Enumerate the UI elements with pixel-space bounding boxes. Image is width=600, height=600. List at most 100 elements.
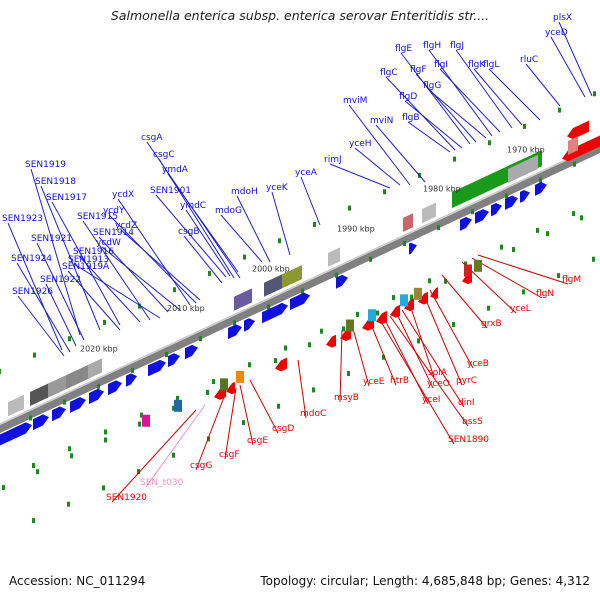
gene-forward-arrow[interactable] [491, 203, 502, 217]
gene-label[interactable]: SEN1901 [150, 186, 191, 196]
gene-label[interactable]: bssS [462, 417, 483, 427]
gene-label[interactable]: SEN1916 [73, 247, 114, 257]
gene-label[interactable]: yceO [427, 379, 450, 389]
gene-label[interactable]: SEN1926 [12, 287, 53, 297]
gene-forward-arrow[interactable] [89, 388, 104, 404]
gene-label[interactable]: SEN1920 [106, 493, 147, 503]
gene-forward-arrow[interactable] [460, 217, 472, 231]
feature-block[interactable] [464, 264, 472, 277]
gene-forward-arrow[interactable] [185, 344, 198, 360]
gene-label[interactable]: msyB [334, 393, 359, 403]
gene-label[interactable]: SEN1921 [31, 234, 72, 244]
gene-label[interactable]: yceK [266, 183, 289, 193]
gene-label[interactable]: plsX [553, 13, 572, 23]
gene-label[interactable]: ycdW [96, 238, 121, 248]
feature-block[interactable] [236, 370, 244, 383]
gene-label[interactable]: mviN [370, 116, 393, 126]
gene-reverse-arrow[interactable] [418, 291, 428, 305]
gene-label[interactable]: csgA [141, 133, 163, 143]
gene-label[interactable]: ycdY [103, 206, 125, 216]
gene-label[interactable]: ycdX [112, 190, 134, 200]
gene-features[interactable] [0, 120, 600, 448]
homology-block[interactable] [508, 154, 538, 183]
homology-block[interactable] [568, 136, 578, 155]
feature-block[interactable] [414, 287, 422, 300]
gene-label[interactable]: yceI [422, 395, 440, 405]
gene-label[interactable]: flgE [395, 44, 412, 54]
gene-label[interactable]: ymdA [162, 165, 189, 175]
gene-label[interactable]: flgK [468, 60, 486, 70]
gene-reverse-arrow[interactable] [562, 135, 600, 162]
gene-reverse-arrow[interactable] [376, 310, 387, 325]
gene-forward-arrow[interactable] [336, 274, 348, 289]
homology-block[interactable] [48, 375, 66, 398]
gene-label[interactable]: flgN [536, 289, 554, 299]
gene-reverse-arrow[interactable] [226, 381, 235, 395]
gene-label[interactable]: solA [428, 368, 448, 378]
homology-block[interactable] [88, 358, 102, 379]
gene-label[interactable]: flgB [402, 113, 420, 123]
homology-block[interactable] [403, 213, 413, 232]
gene-label[interactable]: SEN1915 [77, 212, 118, 222]
gene-label[interactable]: ymdC [180, 201, 206, 211]
gene-label[interactable]: flgC [380, 68, 398, 78]
gene-label[interactable]: flgG [423, 81, 441, 91]
gene-forward-arrow[interactable] [290, 292, 310, 311]
homology-block[interactable] [30, 383, 48, 406]
gene-label[interactable]: SEN1914 [93, 228, 134, 238]
gene-forward-arrow[interactable] [52, 406, 66, 422]
gene-label[interactable]: csgF [219, 450, 240, 460]
gene-label[interactable]: mviM [343, 96, 367, 106]
gene-label[interactable]: mdoH [231, 187, 258, 197]
gene-reverse-arrow[interactable] [567, 120, 589, 140]
gene-label[interactable]: SEN1918 [35, 177, 76, 187]
gene-forward-arrow[interactable] [33, 414, 49, 431]
gene-forward-arrow[interactable] [126, 373, 137, 387]
gene-label[interactable]: csgC [153, 150, 175, 160]
feature-block[interactable] [174, 399, 182, 412]
gene-label[interactable]: csgE [247, 436, 268, 446]
gene-label[interactable]: dinI [458, 398, 475, 408]
gene-label[interactable]: htrB [390, 376, 409, 386]
gene-label[interactable]: mdoG [215, 206, 242, 216]
gene-label[interactable]: grxB [481, 319, 502, 329]
gene-label[interactable]: rluC [520, 55, 538, 65]
feature-block[interactable] [474, 259, 482, 272]
gene-forward-arrow[interactable] [505, 195, 518, 210]
gene-label[interactable]: SEN_t030 [140, 478, 184, 488]
homology-block[interactable] [234, 288, 252, 311]
gene-label[interactable]: flgL [483, 60, 499, 70]
gene-reverse-arrow[interactable] [326, 334, 336, 348]
gene-label[interactable]: yceL [510, 304, 531, 314]
feature-block[interactable] [220, 378, 228, 391]
gene-forward-arrow[interactable] [13, 422, 31, 440]
gene-label[interactable]: flgM [562, 275, 581, 285]
gene-forward-arrow[interactable] [244, 318, 255, 332]
gene-reverse-arrow[interactable] [430, 287, 438, 300]
gene-label[interactable]: csgB [178, 227, 200, 237]
homology-block[interactable] [8, 394, 24, 417]
gene-forward-arrow[interactable] [520, 189, 530, 203]
gene-label[interactable]: SEN1913 [68, 255, 109, 265]
homology-block[interactable] [422, 202, 436, 224]
gene-label[interactable]: csgD [272, 424, 294, 434]
gene-label[interactable]: pyrC [456, 376, 477, 386]
gene-forward-arrow[interactable] [70, 397, 86, 413]
gene-label[interactable]: flgI [434, 60, 448, 70]
homology-block[interactable] [264, 274, 282, 297]
gene-forward-arrow[interactable] [409, 242, 417, 255]
feature-block[interactable] [400, 294, 408, 307]
gene-forward-arrow[interactable] [148, 359, 166, 377]
gene-label[interactable]: yceB [467, 359, 489, 369]
gene-label[interactable]: rimJ [324, 155, 342, 165]
feature-block[interactable] [142, 414, 150, 427]
gene-reverse-arrow[interactable] [275, 357, 287, 372]
gene-label[interactable]: yceD [545, 28, 568, 38]
gene-label[interactable]: flgJ [450, 41, 464, 51]
gene-label[interactable]: yceH [349, 139, 372, 149]
gene-label[interactable]: ycdZ [115, 221, 137, 231]
gene-label[interactable]: SEN1919 [25, 160, 66, 170]
feature-block[interactable] [368, 309, 376, 322]
